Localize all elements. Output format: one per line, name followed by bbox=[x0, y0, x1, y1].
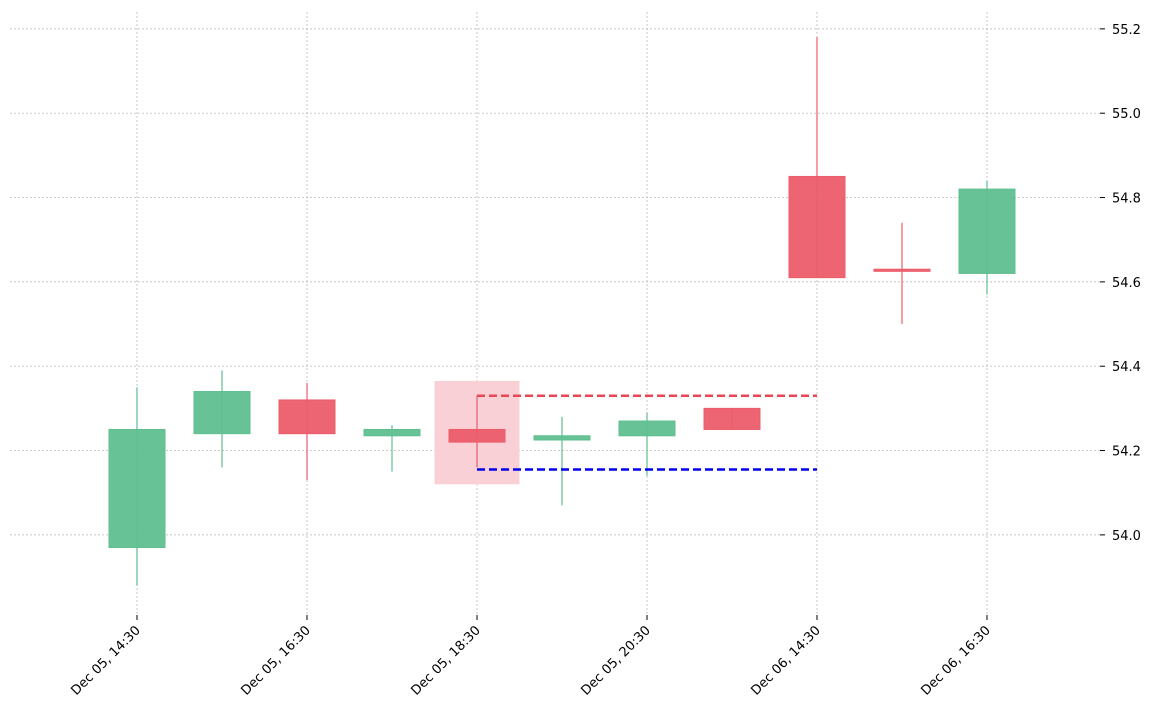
x-tick-label: Dec 05, 14:30 bbox=[68, 623, 143, 698]
candle-body bbox=[618, 420, 676, 437]
candle-body bbox=[363, 428, 421, 437]
y-tick-label: 55.2 bbox=[1112, 23, 1141, 38]
candle-body bbox=[788, 175, 846, 279]
candle-body bbox=[448, 428, 506, 443]
x-tick-label: Dec 06, 16:30 bbox=[918, 623, 993, 698]
y-tick-label: 54.0 bbox=[1112, 529, 1141, 544]
y-tick-label: 55.0 bbox=[1112, 107, 1141, 122]
candle-body bbox=[193, 391, 251, 435]
x-tick-label: Dec 05, 18:30 bbox=[408, 623, 483, 698]
candle-body bbox=[873, 268, 931, 272]
x-tick-label: Dec 06, 14:30 bbox=[748, 623, 823, 698]
x-tick-label: Dec 05, 16:30 bbox=[238, 623, 313, 698]
candle-body bbox=[958, 188, 1016, 274]
candle-body bbox=[703, 407, 761, 430]
y-tick-label: 54.8 bbox=[1112, 192, 1141, 207]
x-tick-label: Dec 05, 20:30 bbox=[578, 623, 653, 698]
candle-body bbox=[533, 435, 591, 441]
y-tick-label: 54.4 bbox=[1112, 360, 1141, 375]
y-tick-label: 54.2 bbox=[1112, 445, 1141, 460]
candle-body bbox=[278, 399, 336, 435]
y-tick-label: 54.6 bbox=[1112, 276, 1141, 291]
candle-body bbox=[108, 428, 166, 549]
